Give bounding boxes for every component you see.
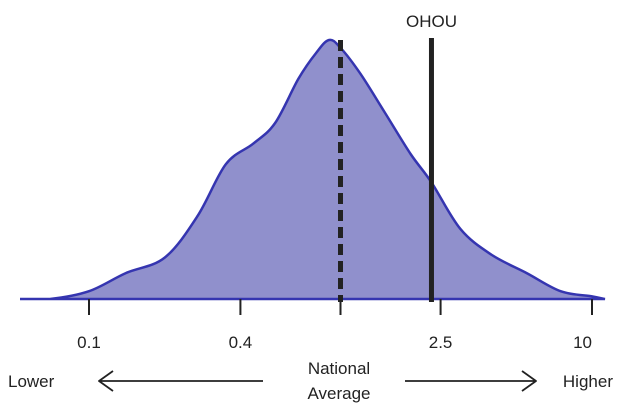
national-average-label-line1: National bbox=[308, 359, 370, 378]
arrow-left-icon bbox=[98, 370, 263, 392]
x-axis-ticks: 0.1 0.4 2.5 10 bbox=[77, 299, 593, 352]
x-tick-label: 2.5 bbox=[429, 333, 453, 352]
annotations: Lower National Average Higher bbox=[8, 359, 613, 403]
lower-label: Lower bbox=[8, 372, 55, 391]
x-tick-label: 0.1 bbox=[77, 333, 101, 352]
reference-lines: OHOU bbox=[338, 12, 457, 302]
x-tick-label: 0.4 bbox=[229, 333, 253, 352]
national-average-label-line2: Average bbox=[307, 384, 370, 403]
density-area bbox=[20, 38, 606, 301]
ohou-label: OHOU bbox=[406, 12, 457, 31]
higher-label: Higher bbox=[563, 372, 613, 391]
arrow-right-icon bbox=[405, 370, 537, 392]
x-tick-label: 10 bbox=[573, 333, 592, 352]
